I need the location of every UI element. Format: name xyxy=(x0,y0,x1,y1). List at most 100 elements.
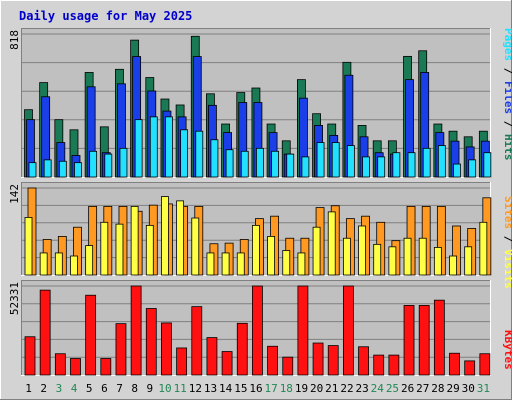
panel-traffic-ymax-label: 818 xyxy=(8,30,21,50)
bar-visits-day-29 xyxy=(449,255,457,276)
bar-kbytes-day-15 xyxy=(236,322,248,376)
bar-pages-day-23 xyxy=(362,156,370,178)
bar-kbytes-day-27 xyxy=(418,305,430,376)
bar-pages-day-14 xyxy=(225,149,234,178)
panel-traffic-bevel-light xyxy=(21,28,491,178)
day-label: 16 xyxy=(249,382,262,395)
bar-visits-day-3 xyxy=(54,252,63,276)
bar-kbytes-day-9 xyxy=(145,308,157,376)
bar-visits-day-6 xyxy=(100,221,109,276)
day-label: 14 xyxy=(219,382,233,395)
bar-kbytes-day-25 xyxy=(388,354,400,376)
bar-pages-day-10 xyxy=(165,116,173,178)
x-axis-day-labels: 1 2 3 4 5 6 7 8 9 10 11 12 13 14 15 16 17 18 19 20 21 22 23 24 2… xyxy=(25,382,490,395)
day-label: 18 xyxy=(280,382,293,395)
bar-kbytes-day-8 xyxy=(130,285,142,376)
panel-traffic-bevel-dark xyxy=(21,28,491,178)
bar-kbytes-day-28 xyxy=(433,299,445,376)
bar-visits-day-31 xyxy=(479,221,488,276)
day-label: 17 xyxy=(265,382,278,395)
bar-visits-day-10 xyxy=(161,196,169,276)
panel-kbytes-legend: KBytes xyxy=(502,330,512,370)
legend-files: Files xyxy=(502,81,512,114)
panel-kbytes: 52331 KBytes xyxy=(8,280,512,376)
day-label: 29 xyxy=(446,382,459,395)
bar-visits-day-21 xyxy=(327,211,336,276)
bar-visits-day-20 xyxy=(312,226,321,276)
bar-visits-day-17 xyxy=(267,236,275,276)
panel-traffic-legend: Pages / Files / Hits xyxy=(502,28,512,161)
day-label: 28 xyxy=(431,382,444,395)
bar-visits-day-27 xyxy=(418,237,427,276)
bar-visits-day-16 xyxy=(252,224,260,276)
bar-visits-day-18 xyxy=(282,250,291,276)
bar-pages-day-27 xyxy=(422,147,431,178)
panel-kbytes-ymax-label: 52331 xyxy=(8,282,21,315)
bar-pages-day-12 xyxy=(195,130,204,178)
legend-pages: Pages xyxy=(502,28,512,61)
bar-visits-day-28 xyxy=(433,247,442,276)
bar-pages-day-11 xyxy=(180,129,189,178)
bar-pages-day-24 xyxy=(377,156,386,178)
bar-visits-day-12 xyxy=(191,217,200,276)
bar-kbytes-day-4 xyxy=(70,358,81,376)
panel-kbytes-bevel-light xyxy=(21,280,491,376)
bar-kbytes-day-26 xyxy=(403,305,415,376)
bar-pages-day-25 xyxy=(392,152,401,178)
bar-kbytes-day-23 xyxy=(358,346,369,376)
bar-kbytes-day-29 xyxy=(449,352,460,376)
bar-pages-day-18 xyxy=(286,153,295,178)
panel-visits-bars xyxy=(24,187,492,276)
bar-kbytes-day-3 xyxy=(54,353,66,376)
bar-kbytes-day-13 xyxy=(206,337,218,376)
panel-kbytes-bevel-dark xyxy=(21,280,491,376)
bar-kbytes-day-22 xyxy=(342,285,354,376)
bar-kbytes-day-10 xyxy=(161,322,172,376)
bar-visits-day-22 xyxy=(342,237,351,276)
bar-pages-day-8 xyxy=(134,119,143,178)
day-label: 8 xyxy=(131,382,138,395)
bar-pages-day-6 xyxy=(104,153,113,178)
bar-visits-day-1 xyxy=(24,217,33,276)
panel-visits-bevel-dark xyxy=(21,182,491,276)
bar-visits-day-30 xyxy=(464,246,473,276)
legend-sites: Sites xyxy=(502,196,512,229)
bar-kbytes-day-20 xyxy=(312,342,324,376)
day-label: 31 xyxy=(477,382,490,395)
bar-visits-day-26 xyxy=(403,237,412,276)
day-label: 9 xyxy=(147,382,154,395)
bar-kbytes-day-14 xyxy=(221,351,233,376)
bar-visits-day-4 xyxy=(70,255,78,276)
bar-visits-day-13 xyxy=(206,252,215,276)
bar-pages-day-29 xyxy=(453,163,461,178)
bar-pages-day-21 xyxy=(331,142,340,178)
day-label: 25 xyxy=(386,382,399,395)
bar-kbytes-day-5 xyxy=(85,294,97,376)
day-label: 12 xyxy=(189,382,202,395)
bar-pages-day-20 xyxy=(316,142,325,178)
day-label: 6 xyxy=(101,382,108,395)
bar-pages-day-4 xyxy=(74,162,82,178)
bar-visits-day-5 xyxy=(85,245,94,276)
bar-kbytes-day-21 xyxy=(327,345,339,376)
day-label: 30 xyxy=(462,382,475,395)
bar-visits-day-23 xyxy=(358,225,366,276)
day-label: 24 xyxy=(371,382,385,395)
bar-kbytes-day-12 xyxy=(191,306,203,376)
bar-visits-day-25 xyxy=(388,246,397,276)
bar-visits-day-7 xyxy=(115,223,124,276)
bar-visits-day-14 xyxy=(221,252,230,276)
bar-kbytes-day-18 xyxy=(282,356,294,376)
bar-kbytes-day-16 xyxy=(252,285,263,376)
day-label: 23 xyxy=(356,382,369,395)
bar-pages-day-26 xyxy=(407,152,416,178)
bar-kbytes-day-6 xyxy=(100,358,112,376)
chart-title: Daily usage for May 2025 xyxy=(19,9,192,23)
bar-pages-day-19 xyxy=(301,156,310,178)
day-label: 27 xyxy=(416,382,429,395)
bar-kbytes-day-31 xyxy=(479,353,491,376)
legend-sep-1: / xyxy=(502,61,512,81)
bar-pages-day-22 xyxy=(346,145,355,178)
day-label: 1 xyxy=(25,382,32,395)
